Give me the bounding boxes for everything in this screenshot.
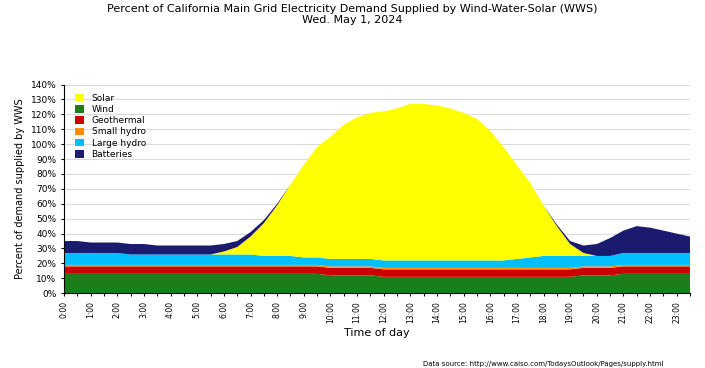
Text: Data source: http://www.caiso.com/TodaysOutlook/Pages/supply.html: Data source: http://www.caiso.com/Todays… bbox=[423, 361, 663, 367]
Y-axis label: Percent of demand supplied by WWS: Percent of demand supplied by WWS bbox=[15, 99, 25, 279]
X-axis label: Time of day: Time of day bbox=[344, 328, 410, 338]
Legend: Solar, Wind, Geothermal, Small hydro, Large hydro, Batteries: Solar, Wind, Geothermal, Small hydro, La… bbox=[72, 90, 149, 163]
Text: Percent of California Main Grid Electricity Demand Supplied by Wind-Water-Solar : Percent of California Main Grid Electric… bbox=[107, 4, 598, 25]
